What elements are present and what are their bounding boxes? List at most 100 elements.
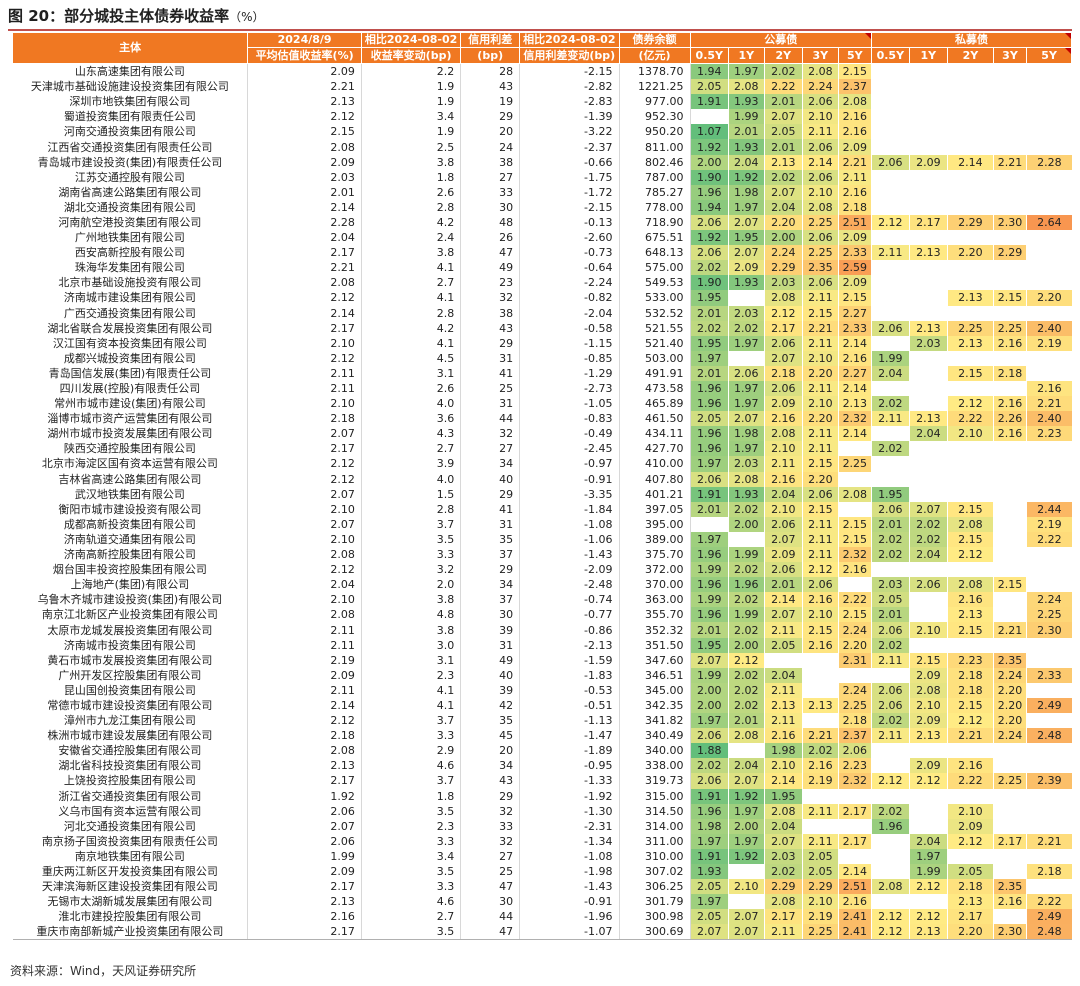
private-yield: [947, 637, 994, 653]
public-yield: 2.07: [763, 607, 803, 623]
public-yield: 2.13: [802, 697, 839, 714]
bond-balance: 300.98: [619, 909, 691, 925]
public-yield: 1.91: [689, 94, 729, 110]
public-yield: 2.15: [837, 516, 872, 532]
private-yield: 2.09: [908, 154, 948, 170]
public-yield: 2.11: [763, 682, 803, 698]
table-body: 山东高速集团有限公司 2.09 2.2 28 -2.15 1378.70 1.94 1.97 2…: [12, 63, 1072, 941]
private-yield: [947, 109, 994, 125]
avg-yield: 2.17: [247, 773, 362, 789]
private-yield: 2.06: [871, 320, 910, 336]
private-yield: [1026, 682, 1072, 698]
spread-change: -1.89: [519, 743, 620, 759]
public-yield: 1.92: [728, 788, 765, 804]
private-yield: [1026, 456, 1072, 472]
private-yield: 2.19: [1026, 516, 1072, 532]
credit-spread: 33: [460, 184, 521, 200]
private-yield: [1026, 637, 1072, 653]
avg-yield: 2.17: [247, 879, 362, 895]
public-yield: 2.41: [837, 909, 872, 925]
public-yield: 1.92: [689, 230, 729, 246]
private-yield: [908, 743, 948, 759]
avg-yield: 2.12: [247, 290, 362, 306]
public-yield: 2.06: [689, 728, 729, 744]
public-yield: 2.51: [837, 879, 872, 895]
private-yield: [871, 848, 910, 864]
header-spread-change: 信用利差变动(bp): [519, 47, 620, 64]
table-row: 南京地铁集团有限公司 1.99 3.4 27 -1.08 310.00 1.91 1.92 2.…: [12, 848, 1072, 864]
table-row: 淮北市建投控股集团有限公司 2.16 2.7 44 -1.96 300.98 2.05 2.0…: [12, 909, 1072, 925]
public-yield: 1.97: [689, 531, 729, 547]
private-yield: [1026, 547, 1072, 563]
public-yield: 1.97: [728, 199, 765, 215]
header-public-tenor: 0.5Y: [689, 47, 730, 64]
private-yield: 2.21: [947, 728, 994, 744]
yield-change: 3.1: [361, 652, 462, 668]
public-yield: 2.11: [802, 803, 839, 819]
entity-name: 北京市海淀区国有资本运营有限公司: [12, 456, 249, 472]
spread-change: -2.31: [519, 818, 620, 834]
private-yield: 2.12: [947, 833, 994, 849]
public-yield: 2.05: [689, 411, 729, 427]
public-yield: 2.13: [763, 154, 803, 170]
entity-name: 武汉地铁集团有限公司: [12, 486, 249, 502]
public-yield: 2.04: [763, 818, 803, 834]
private-yield: 2.06: [871, 154, 910, 170]
private-yield: [871, 788, 910, 804]
bond-balance: 718.90: [619, 214, 691, 231]
public-yield: 1.95: [689, 335, 729, 351]
public-yield: 2.12: [728, 652, 765, 668]
public-yield: 1.95: [689, 637, 729, 653]
private-yield: [1026, 577, 1072, 593]
yield-change: 2.3: [361, 818, 462, 834]
avg-yield: 1.92: [247, 788, 362, 804]
private-yield: 2.06: [871, 697, 910, 714]
public-yield: 2.25: [802, 924, 839, 941]
private-yield: 2.15: [992, 290, 1027, 306]
public-yield: 2.17: [763, 909, 803, 925]
figure-title: 图 20：部分城投主体债券收益率（%）: [8, 4, 265, 28]
table-row: 成都兴城投资集团有限公司 2.12 4.5 31 -0.85 503.00 1.97 2.07…: [12, 350, 1072, 366]
public-yield: 2.06: [802, 275, 839, 291]
private-yield: 2.30: [992, 214, 1027, 231]
entity-name: 重庆两江新区开发投资集团有限公司: [12, 863, 249, 880]
header-public-tenor: 5Y: [837, 47, 873, 64]
private-yield: [1026, 199, 1072, 215]
entity-name: 天津城市基础设施建设投资集团有限公司: [12, 79, 249, 95]
private-yield: 2.09: [908, 713, 948, 729]
private-yield: 2.16: [1026, 380, 1072, 397]
table-row: 深圳市地铁集团有限公司 2.13 1.9 19 -2.83 977.00 1.91 1.93 2…: [12, 94, 1072, 110]
entity-name: 无锡市太湖新城发展集团有限公司: [12, 894, 249, 910]
public-yield: 2.02: [728, 501, 765, 517]
public-yield: [837, 818, 872, 834]
private-yield: 2.11: [871, 652, 910, 668]
public-yield: 2.59: [837, 260, 872, 276]
entity-name: 深圳市地铁集团有限公司: [12, 94, 249, 110]
table-row: 重庆市南部新城产业投资集团有限公司 2.17 3.5 47 -1.07 300.69 2.0…: [12, 924, 1072, 941]
entity-name: 吉林省高速公路集团有限公司: [12, 471, 249, 487]
public-yield: 2.06: [763, 562, 803, 578]
private-yield: 2.13: [947, 607, 994, 623]
private-yield: 2.16: [947, 592, 994, 608]
header-public-tenor: 3Y: [802, 47, 839, 64]
private-yield: 2.06: [908, 577, 948, 593]
public-yield: 2.07: [689, 924, 729, 941]
public-yield: 1.90: [689, 169, 729, 185]
table-row: 湖北交通投资集团有限公司 2.14 2.8 30 -2.15 778.00 1.94 1.97…: [12, 199, 1072, 215]
yield-change: 3.7: [361, 713, 462, 729]
private-yield: 2.08: [947, 577, 994, 593]
private-yield: 2.22: [1026, 531, 1072, 547]
private-yield: 2.48: [1026, 728, 1072, 744]
public-yield: 2.00: [728, 818, 765, 834]
private-yield: 2.21: [1026, 833, 1072, 849]
private-yield: [871, 305, 910, 321]
table-row: 昆山国创投资集团有限公司 2.11 4.1 39 -0.53 345.00 2.00 2.02…: [12, 682, 1072, 698]
public-yield: 2.04: [763, 199, 803, 215]
public-yield: 2.20: [802, 365, 839, 381]
private-yield: [908, 396, 948, 412]
bond-balance: 675.51: [619, 230, 691, 246]
public-yield: 2.05: [802, 863, 839, 880]
bond-balance: 315.00: [619, 788, 691, 804]
private-yield: [992, 637, 1027, 653]
entity-name: 常德市城市建设投资集团有限公司: [12, 697, 249, 714]
